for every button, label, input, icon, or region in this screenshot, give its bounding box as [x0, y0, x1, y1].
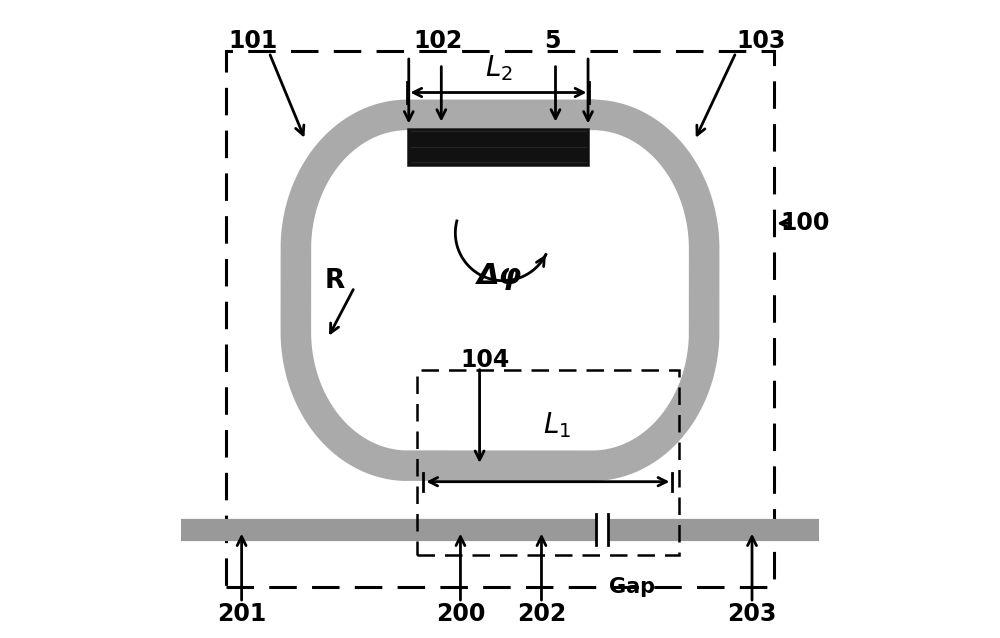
Text: 100: 100	[781, 211, 830, 235]
Text: 202: 202	[517, 602, 566, 626]
Text: 102: 102	[414, 29, 463, 54]
Text: 201: 201	[217, 602, 266, 626]
Text: 103: 103	[736, 29, 785, 54]
Text: $L_2$: $L_2$	[485, 53, 513, 83]
Text: Δφ: Δφ	[477, 262, 523, 290]
Text: 200: 200	[436, 602, 485, 626]
Text: R: R	[325, 268, 345, 293]
Text: 101: 101	[229, 29, 278, 54]
Text: 104: 104	[460, 348, 510, 373]
Text: 5: 5	[545, 29, 561, 54]
Text: Gap: Gap	[609, 577, 655, 597]
Text: $L_1$: $L_1$	[543, 410, 571, 440]
Text: 203: 203	[727, 602, 777, 626]
Bar	[407, 128, 589, 166]
Bar	[596, 514, 608, 545]
